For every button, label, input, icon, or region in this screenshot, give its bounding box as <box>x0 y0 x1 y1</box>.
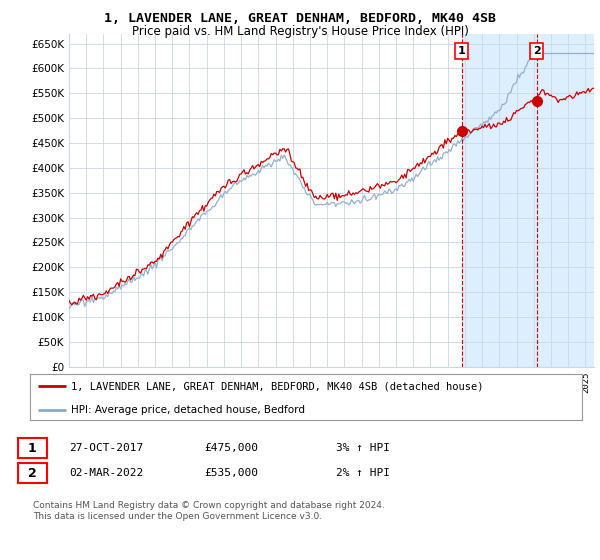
Text: 1, LAVENDER LANE, GREAT DENHAM, BEDFORD, MK40 4SB: 1, LAVENDER LANE, GREAT DENHAM, BEDFORD,… <box>104 12 496 25</box>
Text: 1, LAVENDER LANE, GREAT DENHAM, BEDFORD, MK40 4SB (detached house): 1, LAVENDER LANE, GREAT DENHAM, BEDFORD,… <box>71 381 484 391</box>
Text: HPI: Average price, detached house, Bedford: HPI: Average price, detached house, Bedf… <box>71 405 305 415</box>
Text: 2% ↑ HPI: 2% ↑ HPI <box>336 468 390 478</box>
Text: 27-OCT-2017: 27-OCT-2017 <box>69 443 143 453</box>
Bar <box>462 34 594 367</box>
Text: £475,000: £475,000 <box>204 443 258 453</box>
Text: 2: 2 <box>533 46 541 56</box>
Text: Price paid vs. HM Land Registry's House Price Index (HPI): Price paid vs. HM Land Registry's House … <box>131 25 469 38</box>
Text: 2: 2 <box>28 466 37 480</box>
Text: 3% ↑ HPI: 3% ↑ HPI <box>336 443 390 453</box>
Text: 1: 1 <box>458 46 466 56</box>
Text: £535,000: £535,000 <box>204 468 258 478</box>
Text: Contains HM Land Registry data © Crown copyright and database right 2024.
This d: Contains HM Land Registry data © Crown c… <box>33 501 385 521</box>
Text: 02-MAR-2022: 02-MAR-2022 <box>69 468 143 478</box>
Text: 1: 1 <box>28 441 37 455</box>
